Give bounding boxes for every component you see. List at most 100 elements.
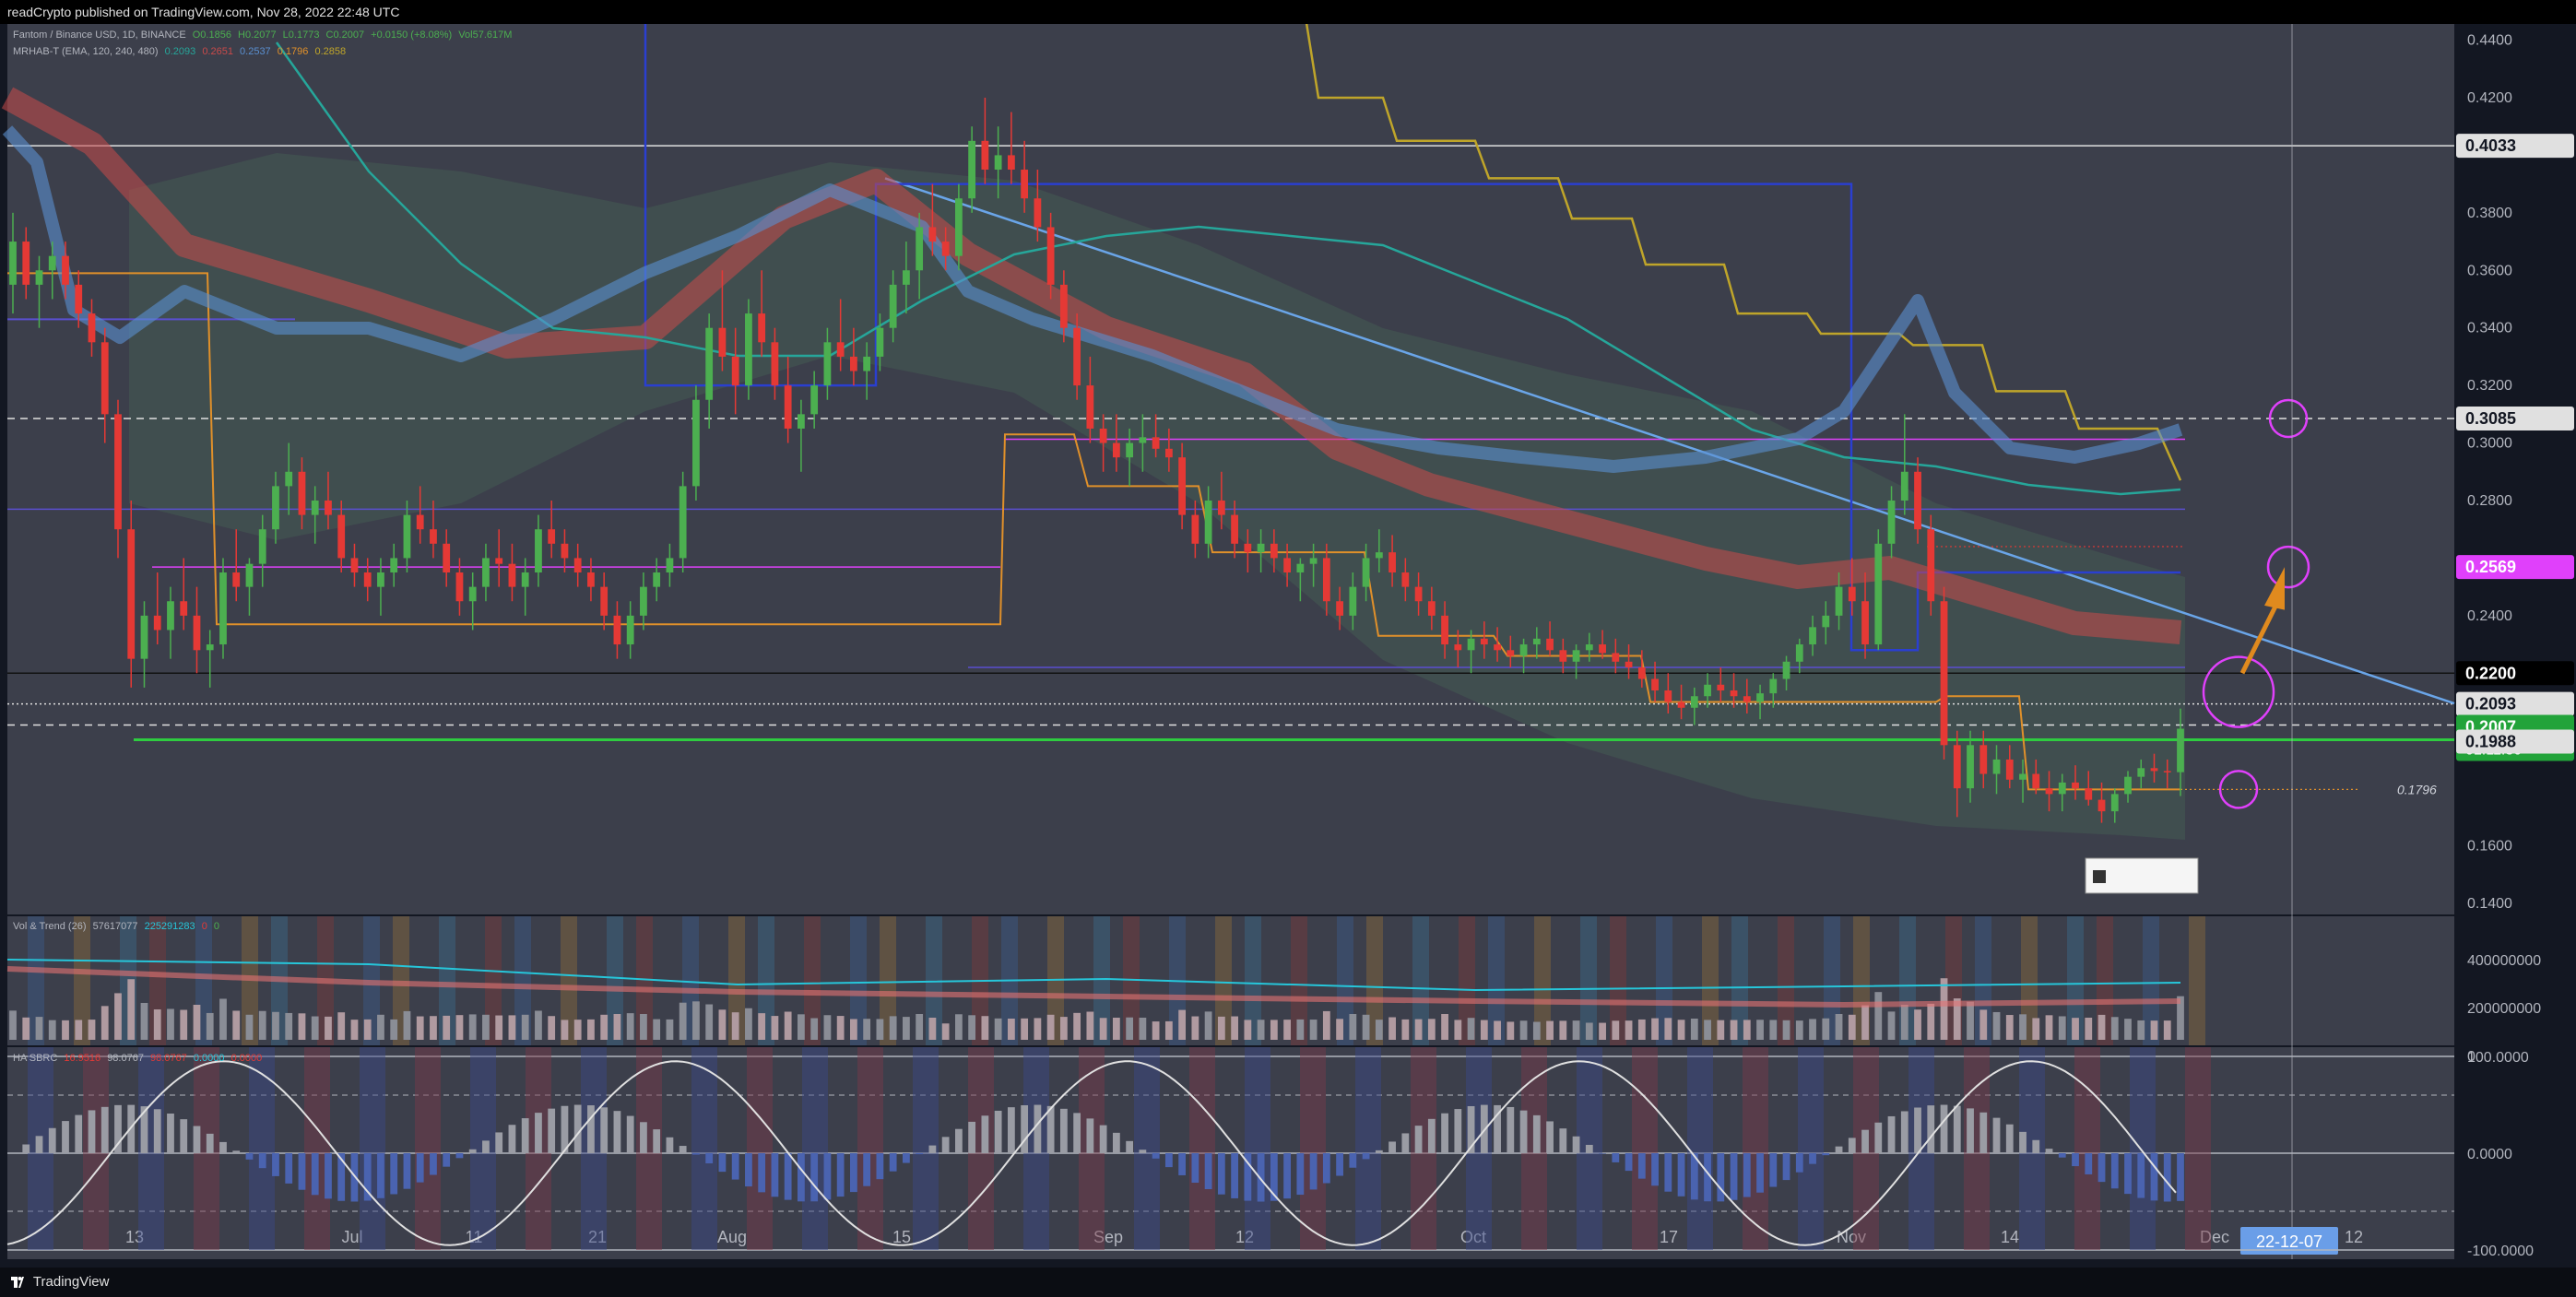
- navy-step-line: [644, 24, 2180, 652]
- candle-body: [561, 543, 569, 559]
- osc-histogram-bar: [232, 1150, 241, 1153]
- volume-trend-stripe: [2067, 916, 2084, 1045]
- osc-histogram-bar: [219, 1141, 227, 1153]
- candle-body: [613, 615, 621, 645]
- osc-histogram-bar: [1441, 1113, 1448, 1153]
- volume-bar: [167, 1008, 174, 1040]
- osc-histogram-bar: [1914, 1107, 1921, 1153]
- candle-body: [731, 356, 739, 386]
- osc-histogram-bar: [325, 1153, 332, 1199]
- osc-histogram-bar: [692, 1153, 700, 1155]
- volume-bar: [1073, 1012, 1081, 1040]
- volume-bar: [981, 1016, 989, 1040]
- osc-histogram-bar: [1822, 1153, 1830, 1156]
- candle-body: [1874, 543, 1883, 645]
- osc-histogram-bar: [626, 1115, 634, 1153]
- olive-staircase-line: [1305, 24, 2182, 481]
- osc-histogram-bar: [482, 1140, 490, 1153]
- footer-bar: TradingView: [0, 1268, 2576, 1297]
- osc-histogram-bar: [1717, 1153, 1725, 1202]
- osc-histogram-bar: [2019, 1131, 2027, 1153]
- volume-bar: [573, 1020, 582, 1040]
- osc-zone-stripe: [1798, 1047, 1824, 1250]
- volume-bar: [2097, 1014, 2106, 1040]
- projection-arrow-shaft: [2239, 601, 2280, 675]
- osc-histogram-bar: [1612, 1153, 1620, 1162]
- osc-histogram-bar: [1270, 1153, 1278, 1201]
- volume-bar: [2058, 1016, 2066, 1040]
- volume-bar: [1585, 1022, 1593, 1040]
- volume-bar: [1848, 1014, 1856, 1040]
- osc-histogram-bar: [1112, 1132, 1120, 1153]
- volume-bar: [1861, 1005, 1869, 1040]
- volume-bar: [35, 1017, 43, 1040]
- ha-sbrc-name: HA SBRC: [13, 1053, 58, 1064]
- osc-histogram-bar: [1401, 1133, 1410, 1153]
- price-label-box: [2456, 407, 2574, 431]
- descending-trendline: [884, 177, 2455, 705]
- volume-trend-stripe: [74, 916, 90, 1045]
- osc-histogram-bar: [954, 1128, 963, 1153]
- orange-level-annotation: 0.1796: [2397, 782, 2437, 796]
- volume-bar: [1559, 1020, 1567, 1040]
- osc-histogram-bar: [1704, 1153, 1711, 1202]
- volume-bar: [1782, 1020, 1790, 1040]
- osc-histogram-bar: [1835, 1146, 1843, 1153]
- volume-trend-stripe: [1778, 916, 1794, 1045]
- volume-bar: [1164, 1020, 1173, 1040]
- candle-body: [903, 270, 910, 285]
- volume-trend-stripe: [1534, 916, 1551, 1045]
- candle-body: [1900, 471, 1908, 501]
- candle-body: [1809, 627, 1816, 645]
- price-label-text: 0.3085: [2465, 409, 2516, 428]
- date-tick: 21: [588, 1228, 607, 1246]
- candle-body: [850, 356, 857, 371]
- candle-body: [1664, 690, 1672, 702]
- candle-body: [1099, 428, 1107, 443]
- volume-bar: [1086, 1011, 1094, 1040]
- mrhab-v3: 0.2537: [240, 46, 271, 57]
- volume-bar: [1296, 1019, 1305, 1040]
- osc-histogram-bar: [1585, 1144, 1593, 1153]
- osc-zone-stripe: [1300, 1047, 1326, 1250]
- candle-body: [1257, 543, 1265, 553]
- osc-tick: 0.0000: [2467, 1147, 2512, 1162]
- osc-histogram-bar: [100, 1106, 109, 1153]
- candle-body: [1322, 558, 1330, 602]
- osc-histogram-bar: [2058, 1153, 2066, 1158]
- osc-histogram-bar: [1848, 1138, 1856, 1153]
- osc-zone-stripe: [1134, 1047, 1160, 1250]
- osc-histogram-bar: [1494, 1104, 1501, 1153]
- volume-bar: [1152, 1021, 1160, 1040]
- volume-bar: [941, 1023, 950, 1040]
- chart-canvas[interactable]: 0.4400 0.4200 0.3800 0.3600 0.3400 0.3200 0.30…: [0, 24, 2576, 1268]
- volume-trend-stripe: [1656, 916, 1672, 1045]
- volume-bar: [2124, 1019, 2132, 1040]
- osc-histogram-bar: [535, 1113, 542, 1153]
- candle-body: [1362, 558, 1370, 587]
- osc-histogram-bar: [784, 1153, 792, 1200]
- volume-bar: [22, 1017, 30, 1040]
- candle-body: [666, 558, 674, 573]
- osc-histogram-bar: [1795, 1153, 1803, 1173]
- candle-body: [1585, 644, 1593, 651]
- price-tick: 0.1400: [2467, 896, 2512, 912]
- volume-bar: [285, 1012, 293, 1040]
- candle-body: [443, 543, 451, 573]
- candle-body: [1244, 543, 1252, 553]
- volume-bar: [705, 1004, 714, 1040]
- candle-body: [1112, 442, 1120, 458]
- candle-body: [535, 529, 542, 573]
- volume-bar: [1677, 1020, 1685, 1040]
- candle-body: [285, 471, 293, 487]
- volume-trend-stripe: [2143, 916, 2159, 1045]
- osc-histogram-bar: [1900, 1111, 1908, 1153]
- osc-histogram-bar: [114, 1104, 122, 1153]
- candle-body: [468, 586, 477, 602]
- volume-bar: [1979, 1009, 1988, 1040]
- osc-histogram-bar: [521, 1118, 529, 1153]
- candle-body: [508, 563, 516, 587]
- candle-body: [298, 471, 306, 515]
- osc-zone-stripe: [747, 1047, 773, 1250]
- date-tick: 17: [1660, 1228, 1678, 1246]
